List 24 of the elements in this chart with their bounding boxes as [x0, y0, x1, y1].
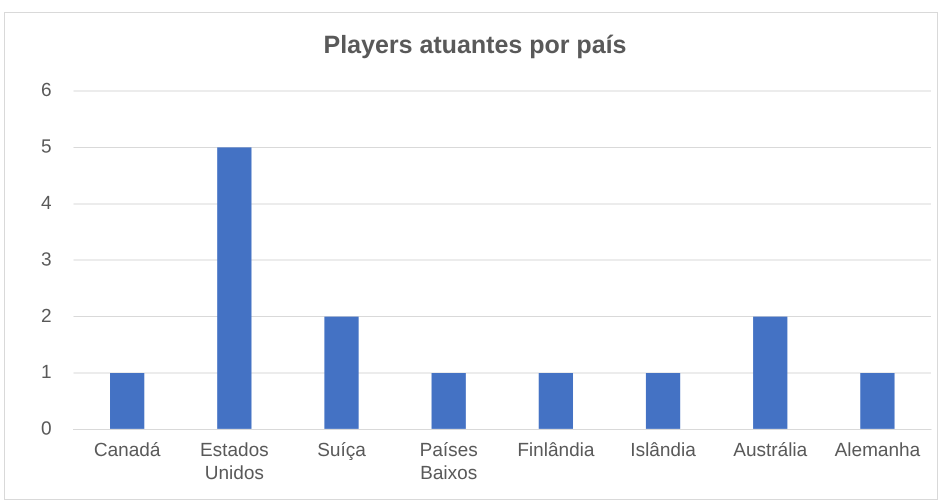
y-tick-label: 1 — [40, 362, 52, 384]
x-tick-label: Austrália — [733, 440, 808, 462]
bar — [860, 373, 895, 429]
y-tick-label: 2 — [40, 306, 52, 327]
x-tick-label: Finlândia — [517, 440, 595, 462]
bar — [324, 316, 359, 429]
y-tick-label: 4 — [40, 193, 52, 214]
bar — [217, 147, 252, 429]
bar — [646, 373, 680, 429]
chart-title: Players atuantes por país — [324, 30, 626, 59]
x-tick-label: Alemanha — [834, 440, 921, 462]
x-tick-label: Estados Unidos — [200, 440, 269, 484]
bar — [110, 373, 144, 429]
y-tick-label: 0 — [40, 418, 52, 440]
x-tick-label: Canadá — [94, 440, 161, 462]
bar — [753, 316, 788, 429]
y-tick-label: 5 — [40, 136, 52, 158]
bar — [538, 373, 574, 429]
y-tick-label: 3 — [40, 249, 52, 270]
x-tick-label: Suíça — [317, 440, 366, 462]
y-tick-label: 6 — [40, 80, 52, 102]
x-tick-label: Islândia — [630, 440, 696, 462]
x-tick-label: Países Baixos — [420, 440, 478, 484]
bar — [432, 373, 466, 429]
